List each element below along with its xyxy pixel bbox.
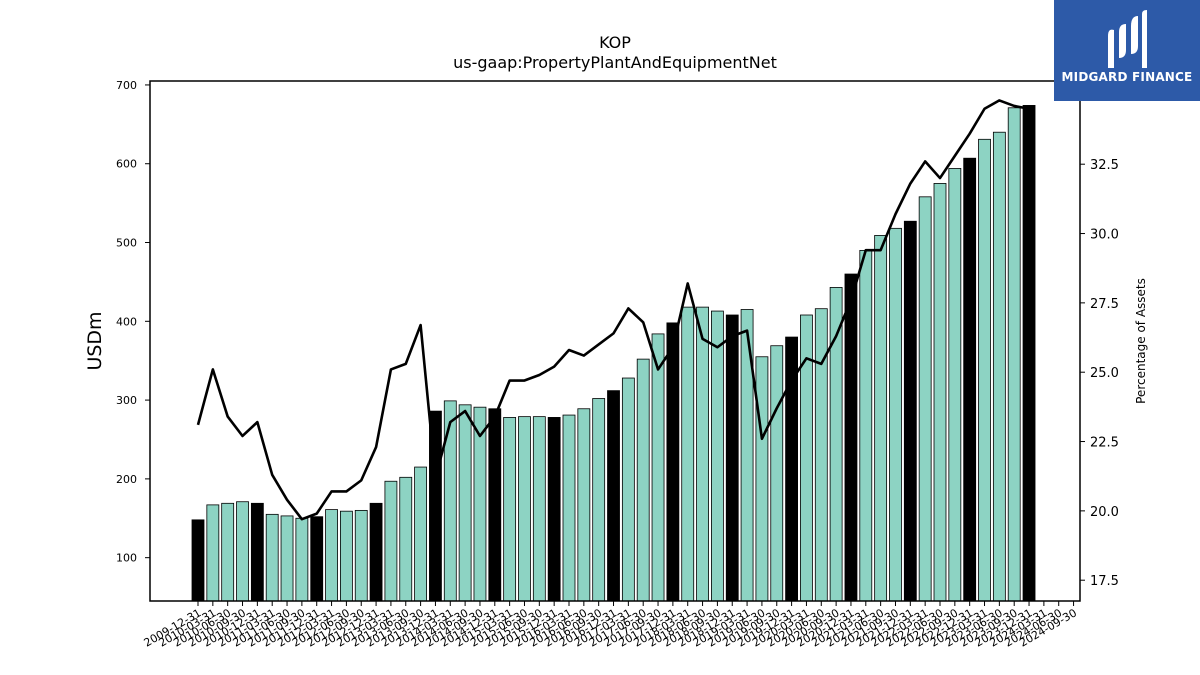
y-tick-label: 500	[116, 237, 137, 250]
y-tick-label: 600	[116, 158, 137, 171]
bar	[918, 196, 932, 602]
bar	[414, 466, 428, 602]
midgard-finance-logo: MIDGARD FINANCE	[1054, 0, 1200, 101]
y2-tick-label: 22.5	[1090, 436, 1119, 451]
bar	[577, 408, 591, 602]
bar	[814, 308, 828, 602]
bar	[992, 131, 1006, 602]
bar	[518, 416, 531, 602]
bar	[681, 306, 695, 602]
bar	[1022, 105, 1036, 602]
bar	[711, 310, 724, 602]
chart-subtitle: us-gaap:PropertyPlantAndEquipmentNet	[453, 53, 777, 72]
bar	[339, 510, 353, 602]
bar	[325, 509, 338, 602]
bar	[547, 417, 561, 602]
bar	[310, 516, 324, 602]
bar	[206, 504, 220, 602]
y-tick-label: 400	[116, 315, 137, 328]
bar	[384, 480, 398, 602]
bar	[369, 502, 383, 602]
bar	[903, 220, 917, 602]
y2-tick-label: 20.0	[1090, 505, 1119, 520]
y2-tick-label: 17.5	[1090, 574, 1119, 589]
y-tick-label: 300	[116, 394, 137, 407]
y-axis-label: USDm	[84, 311, 106, 370]
y-tick-label: 700	[116, 79, 137, 92]
bar	[651, 333, 665, 602]
bar	[770, 345, 784, 602]
bar	[399, 476, 413, 602]
plot-frame	[149, 80, 1081, 602]
bar	[978, 138, 991, 602]
bar	[607, 390, 620, 602]
bar	[503, 417, 517, 602]
bar	[755, 356, 769, 602]
y2-tick-label: 27.5	[1090, 297, 1119, 312]
bar	[1007, 107, 1021, 602]
bar	[725, 314, 739, 602]
bar	[221, 502, 235, 602]
y2-axis-label: Percentage of Assets	[1134, 278, 1148, 404]
y-tick-label: 200	[116, 473, 137, 486]
midgard-logo-icon	[1108, 10, 1147, 69]
bar	[488, 408, 502, 602]
bar	[933, 183, 947, 602]
bar	[354, 509, 368, 602]
y-tick-label: 100	[116, 552, 137, 565]
bar	[621, 377, 635, 602]
bar	[191, 519, 205, 602]
bar	[532, 416, 546, 602]
bar	[844, 273, 858, 602]
bar	[443, 400, 457, 602]
bar	[236, 501, 249, 602]
bar	[666, 322, 680, 602]
bar	[859, 249, 873, 602]
y2-tick-label: 32.5	[1090, 158, 1119, 173]
bar	[458, 404, 472, 602]
bar	[963, 157, 977, 602]
y2-tick-label: 25.0	[1090, 366, 1119, 381]
bar	[874, 235, 888, 602]
bar	[250, 502, 264, 602]
bar	[265, 513, 279, 602]
bar	[948, 168, 962, 602]
y2-tick-label: 30.0	[1090, 228, 1119, 243]
chart-title: KOP	[599, 33, 631, 52]
bar	[592, 398, 606, 602]
bar	[696, 306, 709, 602]
bar	[889, 227, 902, 602]
logo-text: MIDGARD FINANCE	[1061, 70, 1193, 84]
bar	[280, 515, 294, 602]
bar	[295, 517, 309, 602]
bar	[785, 336, 798, 602]
bar	[636, 358, 650, 602]
bar	[562, 414, 576, 602]
